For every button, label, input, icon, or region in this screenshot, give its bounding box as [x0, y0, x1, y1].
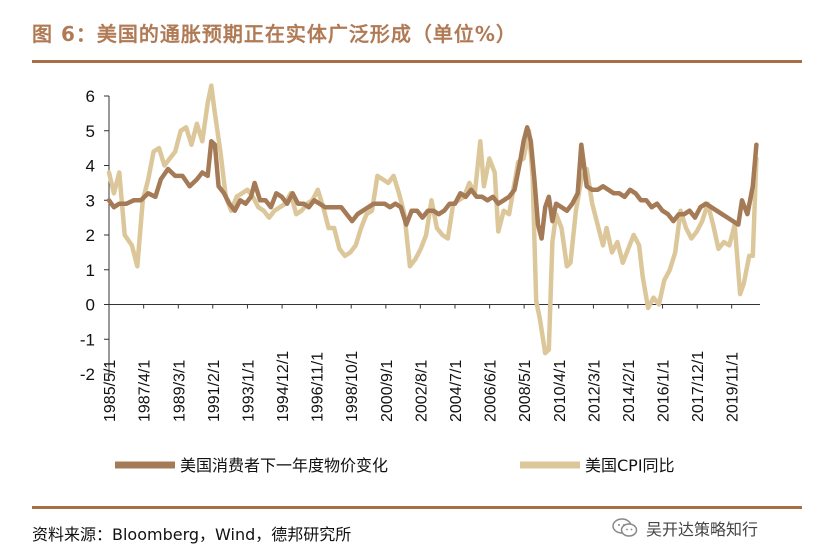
y-tick-label: 2 — [86, 226, 95, 245]
x-tick-label: 1996/11/1 — [310, 352, 327, 422]
series-line-cpi — [106, 83, 759, 356]
x-tick-label: 2019/11/1 — [725, 352, 742, 422]
x-tick-label: 2010/4/1 — [552, 360, 569, 422]
title-divider — [32, 60, 802, 63]
chart: 6 5 4 3 2 1 0 -1 -2 1985/5/1 1987/4/1 1989/3/1 1991/… — [80, 83, 760, 475]
x-tick-label: 2006/6/1 — [483, 360, 500, 422]
x-tick-label: 2014/2/1 — [621, 360, 638, 422]
y-tick-label: 6 — [86, 87, 95, 106]
x-tick-label: 1991/2/1 — [206, 360, 223, 422]
y-tick-label: 4 — [86, 157, 95, 176]
figure-title: 图 6：美国的通胀预期正在实体广泛形成（单位%） — [32, 22, 517, 46]
y-tick-label: 5 — [86, 122, 95, 141]
x-tick-label: 2017/12/1 — [690, 351, 707, 422]
series-line-expectation — [106, 125, 759, 241]
x-tick-label: 2008/5/1 — [517, 360, 534, 422]
y-tick-label: 0 — [86, 296, 95, 315]
y-tick-label: -2 — [80, 365, 95, 384]
x-tick-label: 1998/10/1 — [344, 351, 361, 422]
legend-label-expectation: 美国消费者下一年度物价变化 — [180, 456, 388, 475]
x-tick-label: 1985/5/1 — [102, 360, 119, 422]
x-tick-label: 1989/3/1 — [171, 360, 188, 422]
x-tick-label: 2004/7/1 — [448, 360, 465, 422]
watermark-text: 吴开达策略知行 — [646, 520, 759, 539]
x-tick-label: 1994/12/1 — [275, 351, 292, 422]
footer-divider — [32, 506, 802, 509]
x-tick-label: 1987/4/1 — [137, 360, 154, 422]
x-tick-label: 2002/8/1 — [413, 360, 430, 422]
x-tick-label: 2016/1/1 — [656, 360, 673, 422]
watermark: 吴开达策略知行 — [612, 516, 758, 540]
x-tick-label: 2000/9/1 — [379, 360, 396, 422]
chart-axes: 6 5 4 3 2 1 0 -1 -2 1985/5/1 1987/4/1 1989/3/1 1991/… — [80, 87, 760, 422]
wechat-icon — [612, 518, 638, 537]
y-tick-label: 1 — [86, 261, 95, 280]
chart-legend: 美国消费者下一年度物价变化 美国CPI同比 — [115, 456, 675, 475]
x-tick-label: 2012/3/1 — [586, 360, 603, 422]
legend-label-cpi: 美国CPI同比 — [585, 456, 675, 475]
x-tick-label: 1993/1/1 — [240, 360, 257, 422]
y-tick-label: -1 — [80, 330, 95, 349]
chart-series — [106, 83, 759, 356]
y-tick-label: 3 — [86, 191, 95, 210]
source-note: 资料来源：Bloomberg，Wind，德邦研究所 — [32, 525, 352, 544]
